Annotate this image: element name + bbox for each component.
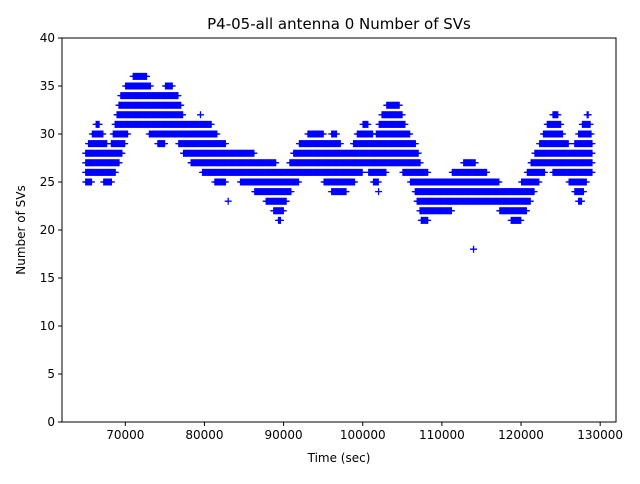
y-tick-label: 15 <box>40 271 55 285</box>
data-point <box>364 120 372 128</box>
data-point <box>588 149 596 157</box>
data-point <box>107 178 115 186</box>
data-point <box>582 178 590 186</box>
data-point <box>146 82 154 90</box>
data-point <box>424 216 432 224</box>
data-point <box>115 159 123 167</box>
data-point <box>118 149 126 157</box>
data-point <box>143 72 151 80</box>
data-point <box>395 101 403 109</box>
data-point <box>174 92 182 100</box>
data-point <box>221 178 229 186</box>
data-point <box>177 101 185 109</box>
data-point <box>207 120 215 128</box>
data-point <box>517 216 525 224</box>
data-point <box>294 178 302 186</box>
data-point <box>495 178 503 186</box>
x-tick-label: 120000 <box>498 428 544 442</box>
data-point <box>579 188 587 196</box>
data-point <box>557 120 565 128</box>
data-point <box>588 159 596 167</box>
data-point <box>526 197 534 205</box>
y-axis-ticks: 0 5 10 15 20 25 30 35 40 <box>40 31 62 429</box>
data-point <box>558 130 566 138</box>
data-point <box>224 197 232 205</box>
x-tick-label: 70000 <box>106 428 144 442</box>
data-point <box>414 149 422 157</box>
data-point <box>276 216 284 224</box>
data-point <box>342 188 350 196</box>
data-point <box>197 111 204 119</box>
data-point <box>168 82 176 90</box>
data-point <box>540 168 548 176</box>
data-point <box>179 111 187 119</box>
data-point <box>358 168 366 176</box>
data-point <box>351 178 359 186</box>
y-tick-label: 5 <box>47 367 55 381</box>
y-tick-label: 25 <box>40 175 55 189</box>
data-point <box>287 188 295 196</box>
data-point <box>447 207 455 215</box>
x-axis-ticks: 70000 80000 90000 100000 110000 120000 130000 <box>106 422 623 442</box>
data-point <box>416 159 424 167</box>
data-point <box>471 159 479 167</box>
data-point <box>332 130 340 138</box>
y-axis-label: Number of SVs <box>14 185 28 274</box>
data-point <box>161 140 169 148</box>
data-point <box>319 130 327 138</box>
x-tick-label: 80000 <box>185 428 223 442</box>
data-point <box>417 216 425 224</box>
data-point <box>424 168 432 176</box>
data-point <box>272 159 280 167</box>
data-point <box>374 178 382 186</box>
data-point <box>577 197 585 205</box>
data-point <box>535 178 543 186</box>
x-tick-label: 130000 <box>577 428 623 442</box>
data-point <box>584 111 592 119</box>
data-point <box>282 197 290 205</box>
y-tick-label: 0 <box>47 415 55 429</box>
data-point <box>336 140 344 148</box>
x-tick-label: 110000 <box>419 428 465 442</box>
x-tick-label: 90000 <box>265 428 303 442</box>
data-point <box>375 188 383 196</box>
data-point <box>99 130 107 138</box>
x-tick-label: 100000 <box>340 428 386 442</box>
data-point <box>221 140 229 148</box>
data-point <box>382 168 390 176</box>
data-point <box>250 149 258 157</box>
y-tick-label: 10 <box>40 319 55 333</box>
y-tick-label: 20 <box>40 223 55 237</box>
y-tick-label: 35 <box>40 79 55 93</box>
data-point <box>588 140 596 148</box>
chart-title: P4-05-all antenna 0 Number of SVs <box>207 15 471 33</box>
data-point <box>121 140 129 148</box>
x-axis-label: Time (sec) <box>307 451 371 465</box>
data-point <box>587 130 595 138</box>
data-point <box>95 120 103 128</box>
data-point <box>470 245 478 253</box>
data-point <box>406 130 414 138</box>
data-point <box>588 168 596 176</box>
data-point <box>87 178 95 186</box>
data-point <box>586 120 594 128</box>
data-point <box>279 207 287 215</box>
y-tick-label: 30 <box>40 127 55 141</box>
data-point <box>111 168 119 176</box>
data-points-layer <box>82 72 596 253</box>
data-point <box>411 140 419 148</box>
data-point <box>530 188 538 196</box>
data-point <box>554 111 562 119</box>
y-tick-label: 40 <box>40 31 55 45</box>
data-point <box>564 140 572 148</box>
data-point <box>124 130 132 138</box>
data-point <box>522 207 530 215</box>
data-point <box>401 120 409 128</box>
data-point <box>398 111 406 119</box>
data-point <box>483 168 491 176</box>
data-point <box>213 130 221 138</box>
